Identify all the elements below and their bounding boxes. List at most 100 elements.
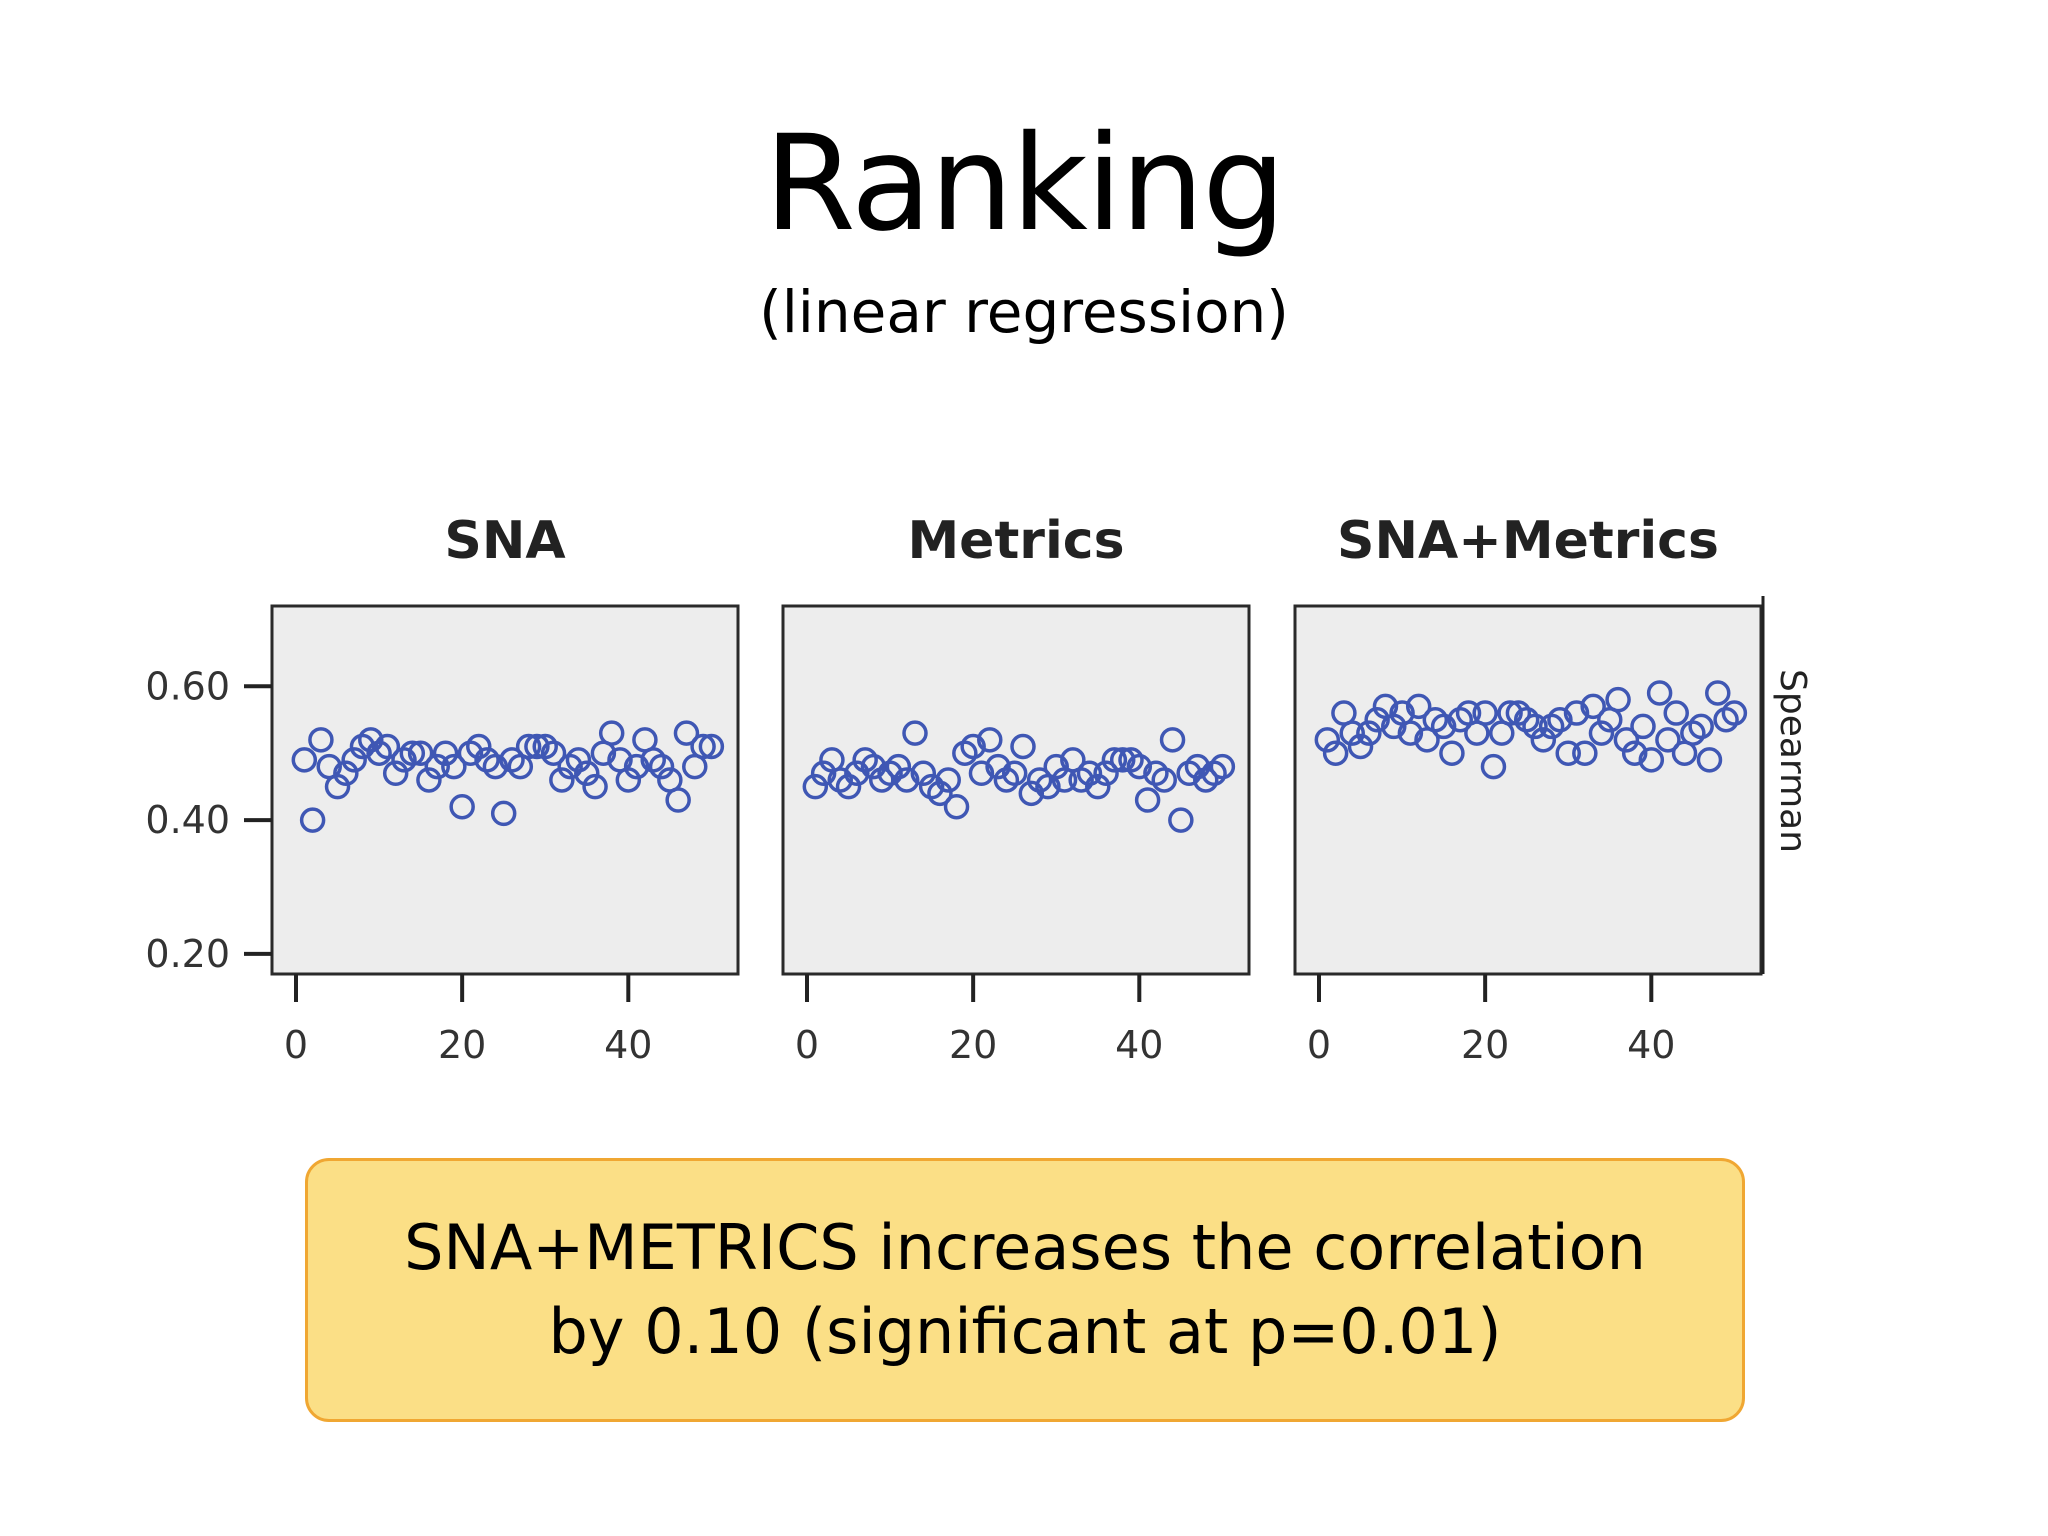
data-point	[885, 753, 912, 780]
data-point	[374, 733, 401, 760]
data-point	[1018, 780, 1045, 807]
data-point	[1405, 693, 1432, 720]
data-point	[1322, 740, 1349, 766]
data-point	[943, 793, 970, 820]
panel-frame	[1293, 604, 1763, 976]
data-point	[333, 760, 359, 787]
data-point	[1010, 733, 1036, 760]
data-point	[1347, 733, 1374, 760]
x-tick-label: 20	[949, 1023, 997, 1067]
data-point	[549, 767, 575, 793]
data-point	[524, 733, 550, 760]
x-tick-label: 40	[1627, 1023, 1675, 1067]
data-point	[810, 760, 837, 787]
x-tick-label: 40	[1115, 1023, 1163, 1067]
panel-title: SNA	[444, 511, 565, 571]
data-point	[574, 760, 600, 787]
data-point	[1621, 740, 1648, 766]
panel-sna-metrics	[1293, 604, 1763, 976]
callout-line-1: SNA+METRICS increases the correlation	[404, 1211, 1646, 1284]
data-point	[1547, 706, 1573, 733]
data-point	[985, 753, 1011, 780]
data-point	[1151, 767, 1177, 793]
callout-box: SNA+METRICS increases the correlation by…	[305, 1158, 1745, 1422]
data-point	[673, 720, 700, 746]
data-point	[1001, 760, 1028, 787]
x-tick-label: 40	[604, 1023, 652, 1067]
data-point	[1655, 727, 1681, 753]
data-point	[1705, 680, 1731, 706]
slide-title: Ranking	[764, 107, 1286, 261]
x-tick-label: 0	[284, 1023, 308, 1067]
y-axis-label: Spearman	[1772, 669, 1813, 853]
data-point	[1563, 700, 1590, 726]
data-point	[449, 793, 475, 820]
data-point	[1085, 773, 1111, 800]
data-point	[1364, 706, 1390, 733]
data-point	[1209, 753, 1236, 780]
data-point	[1688, 713, 1714, 740]
data-point	[1397, 720, 1424, 746]
data-point	[1076, 760, 1103, 787]
data-point	[1696, 747, 1723, 773]
data-point	[482, 753, 509, 780]
data-point	[615, 767, 642, 793]
data-point	[540, 740, 567, 766]
data-point	[935, 767, 961, 793]
x-tick-label: 20	[438, 1023, 486, 1067]
data-point	[1580, 693, 1606, 720]
data-point	[1159, 727, 1186, 753]
data-point	[382, 760, 409, 787]
data-point	[1356, 720, 1382, 746]
panel-sna	[270, 604, 740, 976]
data-point	[665, 787, 691, 813]
data-point	[623, 753, 650, 780]
data-point	[1184, 753, 1211, 780]
data-point	[902, 720, 928, 746]
data-point	[802, 773, 829, 800]
data-point	[1497, 700, 1523, 726]
x-tick-label: 0	[795, 1023, 819, 1067]
data-point	[1430, 713, 1457, 740]
data-point	[860, 753, 887, 780]
callout-line-2: by 0.10 (significant at p=0.01)	[548, 1295, 1502, 1368]
data-point	[1663, 700, 1689, 726]
data-point	[844, 760, 870, 787]
panel-metrics	[781, 604, 1251, 976]
data-point	[407, 740, 434, 766]
data-point	[977, 727, 1003, 753]
data-point	[968, 760, 995, 787]
data-point	[358, 727, 384, 753]
data-point	[299, 807, 326, 833]
data-point	[1613, 727, 1640, 753]
data-point	[515, 733, 542, 760]
data-point	[1530, 727, 1557, 753]
y-tick-label: 0.40	[145, 798, 230, 842]
data-point	[424, 753, 450, 780]
data-point	[1168, 807, 1194, 833]
data-point	[1721, 700, 1748, 726]
data-point	[291, 747, 318, 773]
scatter-panels: SNA 0 20 40 Metrics 0 20 40 SNA+Metrics 0 20 40 0.20…	[145, 511, 1813, 1067]
data-point	[1472, 700, 1498, 726]
x-tick-label: 0	[1307, 1023, 1331, 1067]
data-point	[927, 780, 953, 807]
data-point	[1588, 720, 1615, 746]
data-point	[1043, 753, 1069, 780]
data-point	[1572, 740, 1598, 766]
data-point	[399, 740, 426, 766]
data-point	[1381, 713, 1407, 740]
panel-frame	[781, 604, 1251, 976]
data-point	[324, 773, 351, 800]
data-point	[835, 773, 862, 800]
data-point	[648, 753, 675, 780]
data-point	[1109, 747, 1136, 773]
data-point	[698, 733, 725, 760]
data-point	[1126, 753, 1153, 780]
data-point	[432, 740, 459, 766]
data-point	[1555, 740, 1581, 766]
data-point	[1439, 740, 1465, 766]
data-point	[910, 760, 937, 787]
data-point	[1646, 680, 1673, 706]
data-point	[565, 747, 592, 773]
